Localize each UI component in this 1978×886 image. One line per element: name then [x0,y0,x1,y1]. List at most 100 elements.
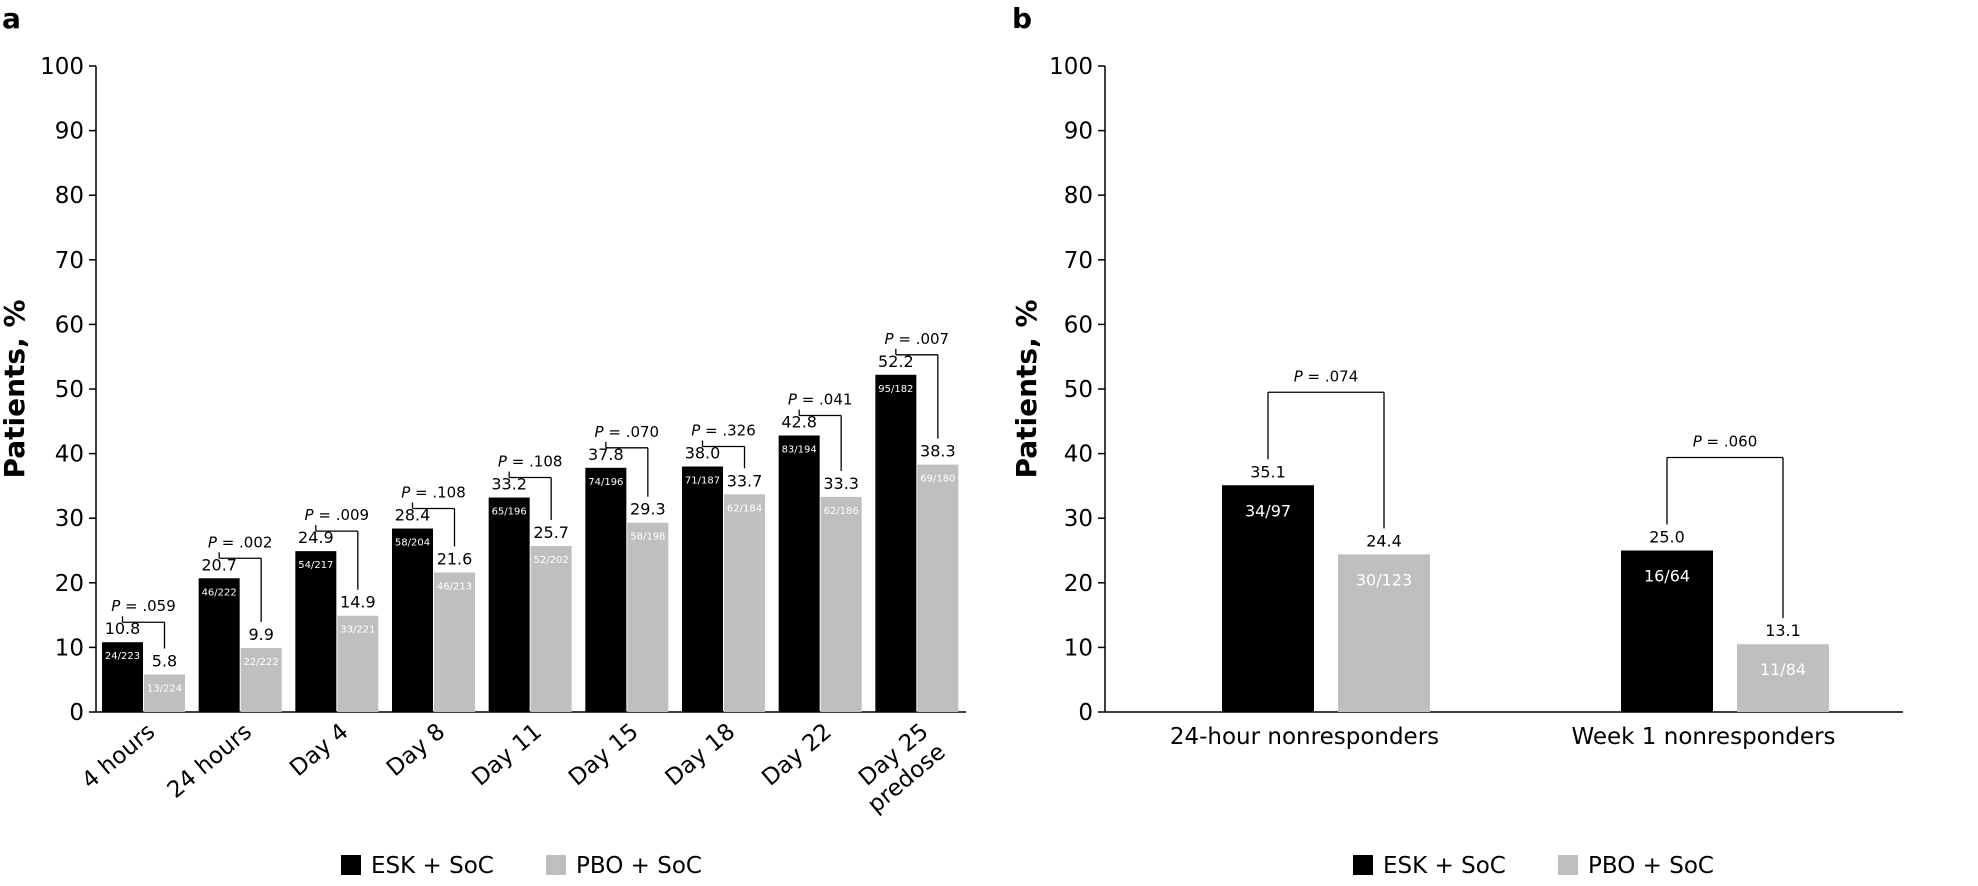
x-tick-label: Week 1 nonresponders [1571,724,1835,750]
bar-esk [682,466,723,712]
bar-esk [198,578,240,712]
y-axis-label: Patients, % [0,299,31,478]
x-tick-label-line: 24 hours [163,719,257,804]
bar-pbo [917,464,959,712]
bar-pbo [434,572,475,712]
x-tick-label: Day 4 [285,719,353,782]
value-label-esk: 28.4 [395,506,431,525]
x-tick-label: Day 18 [661,719,741,792]
y-tick-label: 20 [55,571,84,597]
x-tick-label: 24 hours [163,719,257,804]
bar-esk [488,497,530,712]
bar-esk [875,374,917,712]
fraction-label-esk: 71/187 [685,476,720,487]
y-tick-label: 50 [1064,377,1093,403]
value-label-esk: 33.2 [491,475,527,494]
bar-pbo [530,545,572,712]
bar-esk [585,467,627,712]
p-value-label: P = .059 [111,597,176,615]
panel-b: b Patients, % 0 10 20 30 40 50 60 70 80 90 100 35.1 24… [1010,2,1903,879]
fraction-label-pbo: 13/224 [147,684,182,695]
y-tick-label: 10 [1064,635,1093,661]
bar-pbo [627,522,669,712]
value-label-pbo: 29.3 [630,500,666,519]
p-value-label: P = .108 [401,484,466,502]
value-label-pbo: 5.8 [152,652,177,671]
x-tick-label-line: Day 8 [382,719,450,782]
x-tick-label-line: Day 11 [467,719,547,792]
panel-a: a Patients, % 0 10 20 30 40 50 60 70 80 90 100 10.8 5.… [0,2,966,879]
x-tick-label-line: Day 18 [661,719,741,792]
p-value-label: P = .002 [208,533,273,551]
y-tick-label: 80 [55,183,84,209]
value-label-esk: 10.8 [105,619,141,638]
bar-pbo [1737,644,1829,712]
value-label-pbo: 33.7 [727,471,763,490]
bar-pbo [144,674,185,712]
p-value-label: P = .074 [1294,367,1359,385]
x-tick-label: Day 8 [382,719,450,782]
y-tick-label: 100 [1049,54,1093,80]
fraction-label-pbo: 46/213 [437,581,472,592]
legend-label-pbo: PBO + SoC [1588,853,1714,879]
fraction-label-esk: 83/194 [782,445,817,456]
x-tick-label: Day 11 [467,719,547,792]
value-label-pbo: 13.1 [1765,621,1801,640]
y-tick-label: 100 [40,54,84,80]
fraction-label-pbo: 52/202 [534,555,569,566]
legend-swatch-pbo [546,855,566,875]
value-label-esk: 37.8 [588,445,624,464]
bar-pbo [820,496,862,712]
y-tick-label: 60 [55,312,84,338]
x-tick-label-line: 4 hours [77,719,160,795]
bar-esk [102,642,143,712]
fraction-label-esk: 54/217 [298,560,333,571]
fraction-label-esk: 46/222 [202,587,237,598]
p-value-label: P = .108 [498,453,563,471]
x-tick-label: Day 22 [757,719,837,792]
fraction-label-pbo: 62/184 [727,503,762,514]
fraction-label-esk: 34/97 [1245,501,1291,520]
bar-pbo [240,648,282,712]
bar-pbo [337,615,379,712]
bar-esk [392,528,433,712]
y-tick-label: 40 [55,442,84,468]
legend-swatch-esk [1353,855,1373,875]
y-tick-label: 60 [1064,312,1093,338]
fraction-label-pbo: 69/180 [920,474,955,485]
fraction-label-esk: 16/64 [1644,567,1690,586]
y-tick-label: 0 [1078,700,1093,726]
p-value-label: P = .041 [788,391,853,409]
y-tick-label: 90 [55,119,84,145]
x-tick-label: Day 15 [564,719,644,792]
y-tick-label: 50 [55,377,84,403]
value-label-esk: 35.1 [1250,462,1286,481]
value-label-pbo: 38.3 [920,442,956,461]
legend-label-esk: ESK + SoC [371,853,494,879]
y-tick-label: 70 [1064,248,1093,274]
value-label-esk: 25.0 [1649,528,1685,547]
bar-esk [1222,485,1314,712]
bar-pbo [724,494,765,712]
fraction-label-pbo: 30/123 [1356,570,1412,589]
x-tick-label: Day 25predose [846,719,951,819]
legend-swatch-esk [341,855,361,875]
fraction-label-esk: 74/196 [588,477,623,488]
bar-pbo [1338,554,1430,712]
value-label-esk: 52.2 [878,352,914,371]
bar-esk [778,435,820,712]
legend-label-pbo: PBO + SoC [576,853,702,879]
y-tick-label: 70 [55,248,84,274]
legend-swatch-pbo [1558,855,1578,875]
legend-label-esk: ESK + SoC [1383,853,1506,879]
bar-esk [1621,550,1713,712]
p-value-label: P = .326 [691,422,756,440]
x-tick-label-line: Day 15 [564,719,644,792]
p-value-label: P = .070 [595,423,660,441]
fraction-label-esk: 58/204 [395,538,430,549]
bar-esk [295,551,337,712]
y-tick-label: 80 [1064,183,1093,209]
y-tick-label: 10 [55,635,84,661]
